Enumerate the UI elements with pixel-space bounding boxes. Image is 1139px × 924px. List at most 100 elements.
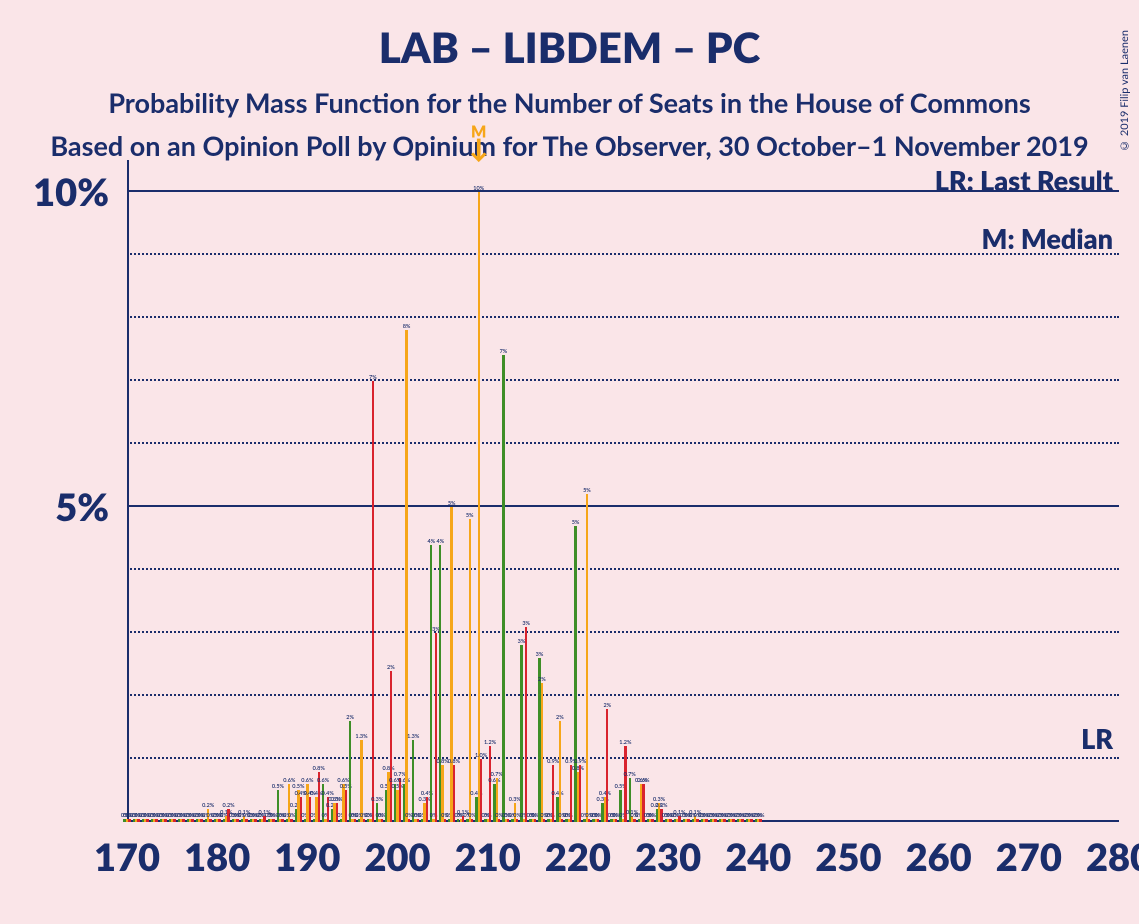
bar-label: 0.6% (488, 778, 500, 784)
bar-red: 0% (444, 819, 446, 822)
bar-label: 4% (436, 539, 444, 545)
bar-green: 7% (502, 355, 504, 822)
gridline (127, 505, 1119, 507)
gridline (127, 379, 1119, 381)
bar-label: 0.9% (547, 759, 559, 765)
gridline (127, 316, 1119, 318)
bar-red: 0% (696, 819, 698, 822)
x-tick-label: 260 (906, 822, 972, 880)
y-axis (127, 160, 129, 822)
gridline (127, 757, 1119, 759)
bar-red: 0% (516, 819, 518, 822)
bar-red: 0% (164, 819, 166, 822)
bar-red: 0% (218, 819, 220, 822)
y-tick-label: 10% (33, 169, 127, 215)
x-tick-label: 250 (815, 822, 881, 880)
bar-label: 3% (522, 621, 530, 627)
bar-red: 0% (471, 819, 473, 822)
bar-red: 2% (390, 671, 392, 822)
bar-label: 0.7% (394, 772, 406, 778)
bar-red: 0% (651, 819, 653, 822)
x-tick-label: 190 (274, 822, 340, 880)
gridline (127, 253, 1119, 255)
bar-label: 0.6% (317, 778, 329, 784)
bar-red: 0% (714, 819, 716, 822)
gridline (127, 568, 1119, 570)
median-marker: M↓ (469, 124, 489, 156)
bar-label: 5% (572, 520, 580, 526)
chart-plot-area: 5%10%17018019020021022023024025026027028… (127, 160, 1119, 822)
bar-label: 7% (500, 349, 508, 355)
x-tick-label: 200 (364, 822, 430, 880)
bar-red: 0% (236, 819, 238, 822)
bar-label: 0.8% (572, 766, 584, 772)
bar-label: 0.4% (322, 791, 334, 797)
bar-red: 0% (723, 819, 725, 822)
x-tick-label: 280 (1086, 822, 1139, 880)
x-tick-label: 170 (94, 822, 160, 880)
bar-red: 0% (732, 819, 734, 822)
bar-label: 1.3% (355, 734, 367, 740)
bar-red: 0% (209, 819, 211, 822)
bar-red: 0% (408, 819, 410, 822)
bar-red: 0% (750, 819, 752, 822)
bar-label: 0.3% (509, 797, 521, 803)
bar-label: 2% (346, 715, 354, 721)
bar-label: 0.8% (382, 766, 394, 772)
bar-red: 1.2% (489, 746, 491, 822)
bar-label: 0.7% (491, 772, 503, 778)
bar-red: 0.5% (345, 790, 347, 822)
bar-label: 0.3% (371, 797, 383, 803)
bar-label: 8% (403, 324, 411, 330)
bar-label: 0.6% (637, 778, 649, 784)
bar-label: 0.3% (419, 797, 431, 803)
bar-label: 0.4% (310, 791, 322, 797)
bar-label: 0.2% (202, 803, 214, 809)
chart-subtitle-1: Probability Mass Function for the Number… (0, 72, 1139, 119)
bar-green: 3% (520, 645, 522, 822)
bar-label: 5% (466, 513, 474, 519)
bar-red: 0% (363, 819, 365, 822)
bar-label: 0.8% (313, 766, 325, 772)
bar-red: 0% (498, 819, 500, 822)
bar-red: 0% (633, 819, 635, 822)
chart-subtitle-2: Based on an Opinion Poll by Opinium for … (0, 119, 1139, 162)
bar-red: 7% (372, 381, 374, 822)
bar-red: 0% (182, 819, 184, 822)
bar-label: 0.2% (655, 803, 667, 809)
bar-label: 0.2% (222, 803, 234, 809)
bar-red: 0% (354, 819, 356, 822)
bar-red: 3% (435, 633, 437, 822)
bar-label: 0.5% (272, 784, 284, 790)
bar-red: 0% (687, 819, 689, 822)
bar-red: 0% (561, 819, 563, 822)
bar-label: 2% (387, 665, 395, 671)
bar-red: 3% (525, 627, 527, 822)
bar-red: 0% (543, 819, 545, 822)
bar-label: 2% (538, 677, 546, 683)
bar-red: 0% (381, 819, 383, 822)
bar-label: 0.3% (331, 797, 343, 803)
bar-red: 0% (173, 819, 175, 822)
bar-red: 0.4% (426, 797, 428, 822)
bar-orange: 5% (586, 494, 588, 822)
bar-label: 0.3% (653, 797, 665, 803)
legend-m: M: Median (982, 222, 1113, 255)
bar-label: 0.6% (337, 778, 349, 784)
bar-red: 0% (597, 819, 599, 822)
bar-orange: 10% (478, 192, 480, 822)
bar-orange: 8% (405, 330, 407, 822)
bar-red: 0% (534, 819, 536, 822)
bar-red: 0% (281, 819, 283, 822)
bar-red: 0.7% (399, 778, 401, 822)
bar-label: 0.9% (574, 759, 586, 765)
bar-red: 0% (290, 819, 292, 822)
bar-label: 0.4% (551, 791, 563, 797)
bar-label: 10% (473, 186, 484, 192)
bar-red: 2% (606, 709, 608, 822)
bar-red: 0% (417, 819, 419, 822)
bar-green: 4% (430, 545, 432, 822)
bar-red: 0% (615, 819, 617, 822)
bar-label: 0.6% (301, 778, 313, 784)
bar-label: 5% (448, 501, 456, 507)
